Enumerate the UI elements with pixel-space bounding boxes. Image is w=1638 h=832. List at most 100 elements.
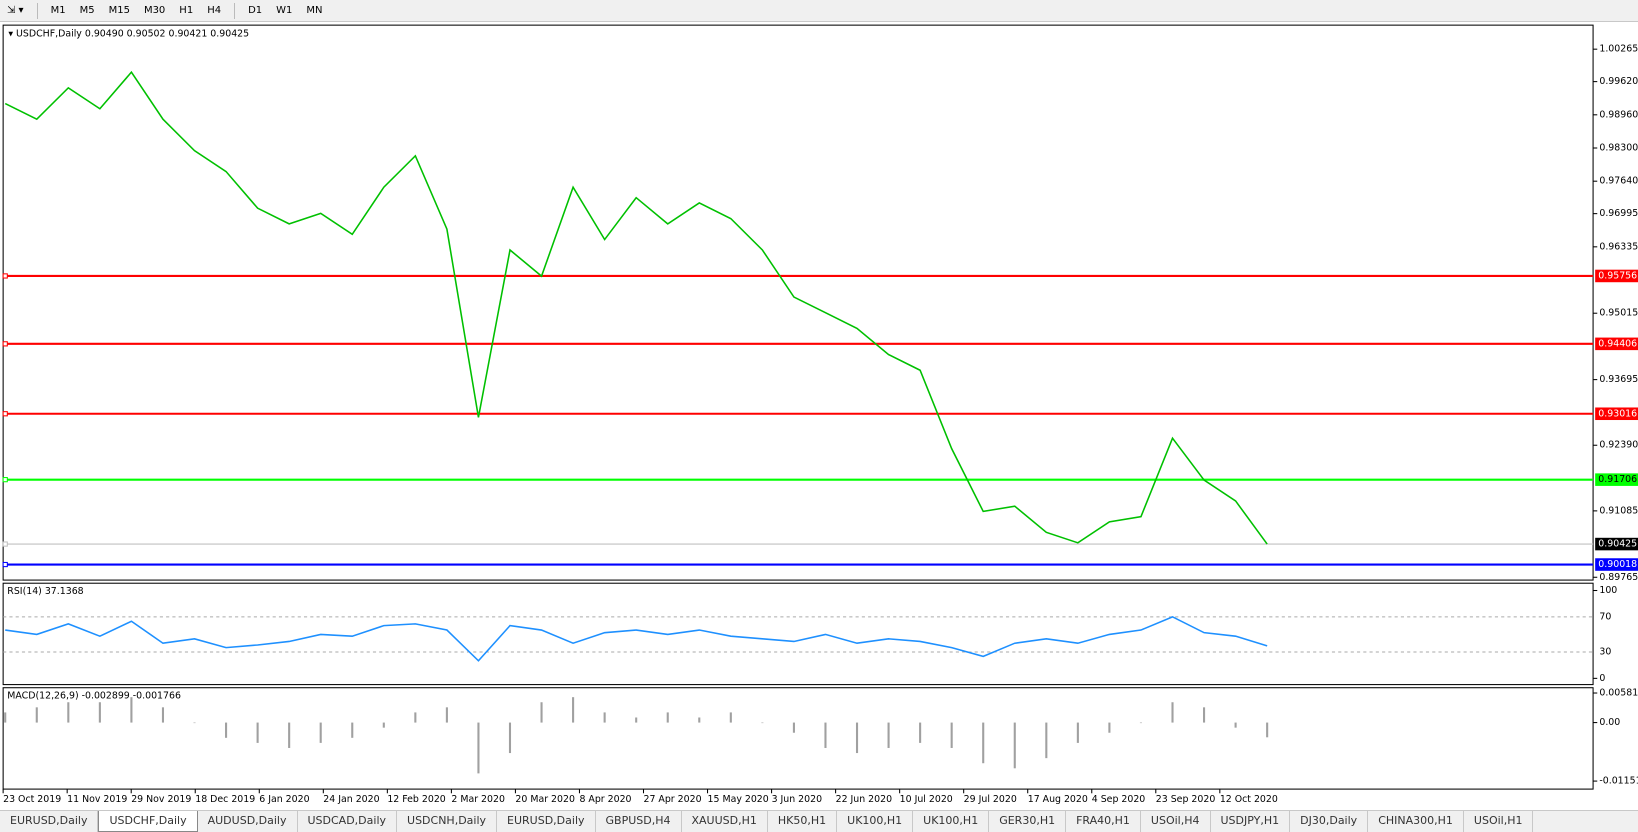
chart-tab[interactable]: GER30,H1 <box>989 811 1067 832</box>
macd-bar <box>540 702 543 723</box>
chart-tab[interactable]: HK50,H1 <box>768 811 838 832</box>
level-label-bg <box>1595 473 1638 486</box>
rsi-tick-label: 100 <box>1599 585 1617 596</box>
macd-bar <box>982 722 985 764</box>
timeframe-button[interactable]: MN <box>306 5 323 16</box>
macd-bar <box>98 702 101 723</box>
x-tick-label: 15 May 2020 <box>708 794 769 805</box>
macd-bar <box>1013 722 1016 769</box>
price-line <box>4 70 1268 545</box>
y-tick-label: 1.00265 <box>1599 44 1638 55</box>
separator <box>234 2 236 19</box>
x-tick-label: 23 Oct 2019 <box>3 794 61 805</box>
macd-bar <box>1045 722 1048 759</box>
chart-tab[interactable]: UK100,H1 <box>913 811 990 832</box>
level-marker <box>2 561 8 568</box>
macd-bar <box>288 722 291 748</box>
macd-bar <box>1076 722 1079 743</box>
timeframe-button[interactable]: M5 <box>79 5 95 16</box>
rsi-tick-label: 70 <box>1599 611 1611 622</box>
chart-tab[interactable]: XAUUSD,H1 <box>682 811 768 832</box>
level-label-bg <box>1595 558 1638 571</box>
timeframe-button[interactable]: D1 <box>248 5 263 16</box>
macd-bar <box>1171 702 1174 723</box>
macd-tick-label: 0.00 <box>1599 717 1620 728</box>
chart-tab[interactable]: CHINA300,H1 <box>1368 811 1464 832</box>
y-tick-label: 0.99620 <box>1599 76 1638 87</box>
x-tick-label: 29 Nov 2019 <box>131 794 191 805</box>
macd-bar <box>382 722 385 728</box>
level-label-bg <box>1595 407 1638 421</box>
macd-tick-label: 0.005818 <box>1599 688 1638 699</box>
chart-tab[interactable]: UK100,H1 <box>837 811 914 832</box>
macd-bar <box>477 722 480 774</box>
chart-tab[interactable]: USDCAD,Daily <box>298 811 398 832</box>
chart-tab[interactable]: USOil,H4 <box>1141 811 1211 832</box>
x-tick-label: 10 Jul 2020 <box>900 794 953 805</box>
x-tick-label: 4 Sep 2020 <box>1092 794 1146 805</box>
macd-bar <box>729 712 732 723</box>
y-tick-label: 0.91085 <box>1599 505 1638 516</box>
x-tick-label: 11 Nov 2019 <box>67 794 127 805</box>
macd-bar <box>414 712 417 723</box>
timeframe-button[interactable]: W1 <box>276 5 293 16</box>
tool-icon[interactable]: ⇲ ▾ <box>7 5 24 16</box>
rsi-tick-label: 30 <box>1599 646 1611 657</box>
chart-tab[interactable]: FRA40,H1 <box>1066 811 1141 832</box>
rsi-title: RSI(14) 37.1368 <box>7 586 83 597</box>
y-tick-label: 0.96335 <box>1599 241 1638 252</box>
x-tick-label: 20 Mar 2020 <box>515 794 575 805</box>
level-marker <box>2 411 8 417</box>
x-tick-label: 18 Dec 2019 <box>195 794 255 805</box>
timeframe-button[interactable]: H4 <box>207 5 222 16</box>
y-tick-label: 0.95015 <box>1599 308 1638 319</box>
chart-tab[interactable]: USDJPY,H1 <box>1211 811 1291 832</box>
timeframe-button[interactable]: M1 <box>50 5 66 16</box>
level-label: 0.94406 <box>1598 338 1637 349</box>
macd-bar <box>572 697 575 723</box>
chart-tab[interactable]: USDCNH,Daily <box>397 811 498 832</box>
x-tick-label: 17 Aug 2020 <box>1028 794 1088 805</box>
macd-bar <box>193 722 196 724</box>
level-marker <box>2 341 8 347</box>
macd-bar <box>225 722 228 738</box>
macd-bar <box>161 707 165 723</box>
rsi-panel <box>2 582 1594 686</box>
level-label-bg <box>1595 337 1638 351</box>
level-marker <box>2 273 8 279</box>
chart-tab[interactable]: USDCHF,Daily <box>98 811 198 832</box>
rsi-tick-label: 0 <box>1599 673 1605 684</box>
level-marker <box>2 477 8 483</box>
chart-title: ▾ USDCHF,Daily 0.90490 0.90502 0.90421 0… <box>8 28 249 39</box>
macd-bar <box>67 702 70 723</box>
chart-tab[interactable]: DJ30,Daily <box>1290 811 1369 832</box>
chart-tab[interactable]: USOil,H1 <box>1464 811 1534 832</box>
chart-tab[interactable]: GBPUSD,H4 <box>596 811 682 832</box>
macd-bar <box>1203 707 1206 723</box>
chart-tab[interactable]: EURUSD,Daily <box>0 811 99 832</box>
macd-bar <box>698 717 701 723</box>
macd-bar <box>130 697 133 723</box>
timeframe-button[interactable]: M15 <box>108 5 130 16</box>
toolbar: ⇲ ▾ M1 M5 M15 M30 H1 H4 D1 W1 MN <box>0 0 1638 22</box>
rsi-line <box>5 615 1268 662</box>
macd-bar <box>855 722 859 754</box>
chart-tab[interactable]: EURUSD,Daily <box>497 811 596 832</box>
macd-bar <box>761 722 764 724</box>
macd-bar <box>508 722 512 754</box>
macd-bar <box>919 722 922 743</box>
macd-bar <box>256 722 259 743</box>
macd-bar <box>4 712 7 723</box>
y-tick-label: 0.98300 <box>1599 143 1638 154</box>
level-label: 0.93016 <box>1598 408 1637 419</box>
timeframe-button[interactable]: H1 <box>179 5 194 16</box>
timeframe-button[interactable]: M30 <box>143 5 166 16</box>
x-tick-label: 24 Jan 2020 <box>323 794 379 805</box>
chart-tab[interactable]: AUDUSD,Daily <box>198 811 298 832</box>
chart: ▾ USDCHF,Daily 0.90490 0.90502 0.90421 0… <box>2 24 1638 805</box>
level-label-bg <box>1595 537 1638 551</box>
macd-bar <box>666 712 669 723</box>
y-tick-label: 0.98960 <box>1599 109 1638 120</box>
macd-bar <box>1108 722 1111 733</box>
x-tick-label: 27 Apr 2020 <box>644 794 702 805</box>
